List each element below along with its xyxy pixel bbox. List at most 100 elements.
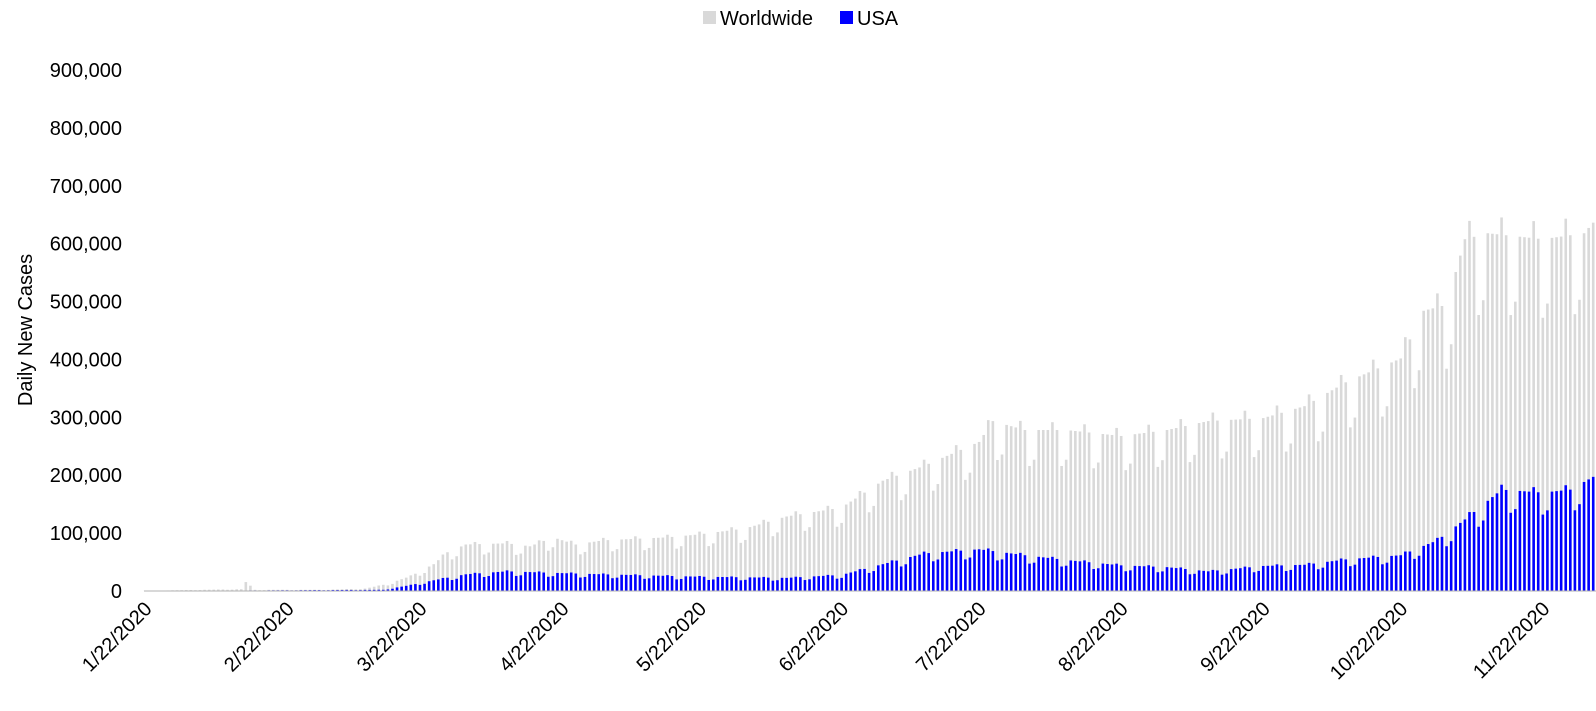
worldwide-bar [1591,222,1595,591]
usa-bar [450,580,454,591]
usa-bar [1110,564,1114,591]
usa-bar [789,577,793,591]
worldwide-bar [1514,301,1517,591]
worldwide-bar [395,580,399,591]
usa-bar [1165,567,1169,591]
usa-bar [1504,489,1508,591]
usa-bar [1353,564,1357,591]
usa-bar [404,585,408,591]
usa-bar [1101,563,1105,591]
worldwide-bar [1225,451,1228,591]
worldwide-bar [1436,293,1439,591]
usa-bar [1280,565,1283,591]
usa-bar [766,577,770,591]
worldwide-bar [1358,376,1361,591]
usa-bar [1133,565,1137,591]
usa-bar [941,552,944,591]
worldwide-bar [1184,426,1187,591]
worldwide-bar [1454,272,1458,591]
usa-bar [441,577,445,591]
worldwide-bar [812,512,816,591]
worldwide-bar [757,524,761,591]
worldwide-bar [524,545,527,591]
worldwide-bar [560,540,564,591]
worldwide-bar [482,554,486,591]
worldwide-bar [1092,468,1095,591]
usa-bar [597,574,601,591]
usa-bar [927,553,930,591]
x-tick-label: 1/22/2020 [78,598,156,676]
usa-bar [876,565,880,591]
usa-bar [849,572,853,591]
worldwide-bar [1133,434,1137,591]
x-tick-label: 5/22/2020 [633,598,711,676]
usa-bar [1271,565,1274,591]
usa-bar [1046,557,1050,591]
worldwide-bar [1023,430,1027,591]
worldwide-bar [1500,217,1503,591]
worldwide-bar [1064,459,1068,591]
worldwide-bar [1188,462,1192,591]
worldwide-bar [1055,430,1059,591]
usa-bar [382,589,385,591]
usa-bar [1014,554,1018,591]
worldwide-bar [1074,431,1077,591]
usa-bar [1202,570,1205,591]
worldwide-bar [496,543,500,591]
worldwide-bar [1303,406,1306,591]
worldwide-bar [487,552,491,591]
usa-bar [363,589,367,591]
usa-bar [826,574,830,591]
usa-bar [1546,510,1549,591]
usa-bar [345,589,348,591]
usa-bar [863,568,866,591]
y-tick-label: 800,000 [50,118,122,140]
worldwide-bar [235,589,238,591]
usa-bar [1225,573,1228,591]
worldwide-bar [1555,237,1558,591]
usa-bar [693,576,697,591]
worldwide-bar [1417,370,1421,591]
usa-bar [638,575,642,591]
worldwide-bar [1330,390,1334,591]
usa-bar [1330,561,1334,591]
worldwide-bar [423,573,426,591]
usa-bar [1174,568,1178,591]
worldwide-bar [693,534,697,591]
usa-bar [1229,569,1233,591]
worldwide-bar [1362,374,1366,591]
worldwide-bar [867,512,871,591]
usa-bar [954,549,958,591]
usa-bar [1555,491,1558,591]
usa-bar [1170,567,1173,591]
usa-bar [1564,485,1568,591]
usa-bar [748,577,752,591]
usa-bar [634,574,637,591]
x-tick-label: 10/22/2020 [1326,598,1412,684]
y-axis-title: Daily New Cases [15,254,37,406]
usa-bar [629,574,633,591]
worldwide-bar [1422,310,1425,591]
worldwide-bar [964,479,967,591]
usa-bar [1069,560,1073,591]
worldwide-bar [702,533,706,591]
usa-bar [854,571,857,591]
worldwide-bar [821,510,825,591]
usa-bar [1550,491,1554,591]
worldwide-bar [1147,424,1150,591]
worldwide-bar [950,453,953,591]
worldwide-bar [1248,418,1251,591]
usa-bar [1151,566,1155,591]
worldwide-bar [377,585,381,591]
worldwide-bar [574,544,578,591]
worldwide-bar [588,542,591,591]
worldwide-bar [771,536,775,591]
worldwide-bar [776,532,779,591]
worldwide-bar [1564,218,1568,591]
usa-bar [812,576,816,591]
worldwide-bar [835,526,839,591]
x-tick-label: 6/22/2020 [775,598,853,676]
worldwide-bar [991,421,995,591]
usa-bar [1436,537,1439,591]
usa-bar [1041,557,1045,591]
